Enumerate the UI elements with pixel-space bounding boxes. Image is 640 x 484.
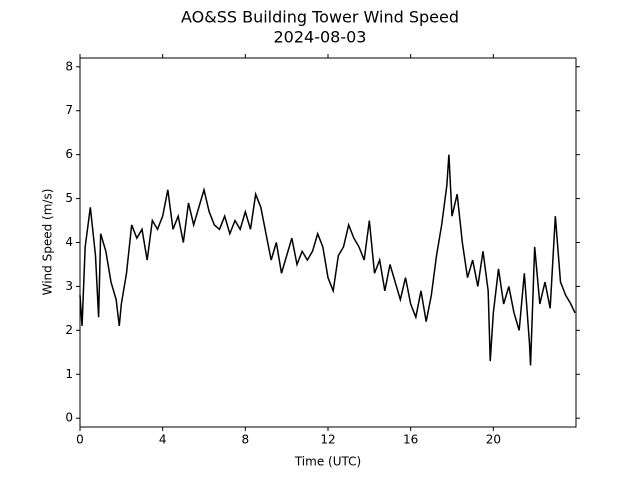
x-tick-label: 16 — [403, 433, 418, 447]
y-tick-label: 3 — [65, 279, 73, 293]
y-tick-label: 4 — [65, 235, 73, 249]
y-tick-label: 2 — [65, 323, 73, 337]
x-tick-label: 8 — [242, 433, 250, 447]
y-tick-label: 0 — [65, 411, 73, 425]
data-line — [79, 154, 576, 366]
y-tick-label: 8 — [65, 59, 73, 73]
x-tick-label: 20 — [486, 433, 501, 447]
y-axis-label: Wind Speed (m/s) — [41, 189, 55, 296]
x-axis-label: Time (UTC) — [294, 455, 361, 469]
y-tick-label: 7 — [65, 103, 73, 117]
y-tick-label: 5 — [65, 191, 73, 205]
y-tick-label: 6 — [65, 147, 73, 161]
chart-title: AO&SS Building Tower Wind Speed — [181, 8, 459, 27]
x-tick-label: 12 — [320, 433, 335, 447]
chart-subtitle: 2024-08-03 — [274, 28, 367, 47]
y-tick-label: 1 — [65, 367, 73, 381]
x-tick-label: 0 — [76, 433, 84, 447]
x-tick-label: 4 — [159, 433, 167, 447]
plot-frame — [79, 57, 577, 428]
